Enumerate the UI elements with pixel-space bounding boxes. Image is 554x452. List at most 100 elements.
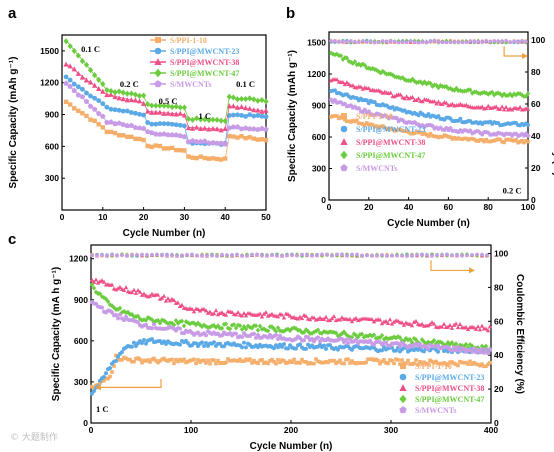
data-point: [102, 374, 106, 379]
data-point: [424, 361, 428, 366]
data-point: [416, 96, 421, 101]
data-point: [222, 361, 226, 366]
data-point: [67, 63, 73, 69]
data-point: [460, 137, 465, 142]
data-point: [362, 62, 367, 68]
data-point: [416, 362, 420, 367]
data-point: [343, 331, 349, 337]
data-point: [215, 312, 221, 317]
efficiency-point: [405, 253, 409, 258]
efficiency-point: [160, 253, 164, 257]
data-point: [324, 359, 328, 364]
data-point: [189, 116, 196, 124]
efficiency-point: [465, 253, 469, 258]
data-point: [393, 335, 399, 341]
data-point: [331, 329, 337, 335]
efficiency-point: [332, 39, 337, 43]
data-point: [396, 127, 401, 132]
y-tick-label: 1200: [69, 254, 88, 264]
data-point: [411, 335, 417, 341]
data-point: [360, 361, 364, 365]
legend-label: S/PPI-1-10: [356, 112, 393, 121]
efficiency-point: [348, 38, 353, 43]
data-point: [196, 358, 200, 362]
y2-tick-label: 80: [531, 67, 541, 77]
panel-b-label: b: [286, 5, 295, 22]
data-point: [120, 350, 124, 355]
data-point: [414, 97, 419, 102]
data-point: [475, 324, 481, 329]
legend-label: S/PPI@MWCNT-38: [356, 138, 425, 147]
data-point: [67, 43, 73, 50]
data-point: [446, 134, 451, 139]
rate-label: 0.2 C: [503, 186, 522, 196]
efficiency-point: [415, 252, 419, 257]
data-point: [477, 327, 483, 332]
x-tick-label: 400: [484, 425, 498, 435]
data-point: [457, 348, 463, 353]
data-point: [375, 335, 381, 341]
legend-marker: [154, 47, 162, 55]
efficiency-point: [340, 252, 344, 257]
efficiency-arrow: [503, 46, 525, 57]
data-point: [109, 282, 115, 287]
data-point: [353, 315, 359, 321]
y-tick-label: 900: [45, 110, 59, 120]
data-point: [165, 102, 171, 109]
data-point: [263, 310, 269, 315]
efficiency-point: [475, 252, 479, 257]
data-point: [416, 130, 421, 135]
y-tick-label: 0: [83, 418, 88, 428]
data-point: [320, 360, 324, 365]
data-point: [476, 362, 480, 367]
data-point: [432, 361, 436, 365]
data-point: [298, 361, 302, 365]
data-point: [452, 361, 456, 366]
data-point: [211, 311, 217, 316]
data-point: [453, 341, 459, 347]
data-point: [444, 134, 449, 138]
data-point: [412, 131, 417, 136]
efficiency-point: [115, 253, 119, 258]
data-point: [432, 134, 437, 139]
data-point: [451, 322, 457, 327]
data-point: [354, 85, 360, 90]
data-point: [386, 127, 391, 131]
data-point: [420, 132, 425, 136]
data-point: [241, 311, 247, 316]
data-point: [247, 95, 253, 102]
data-point: [280, 358, 284, 362]
data-point: [449, 348, 455, 353]
series-line: [65, 101, 267, 160]
legend-marker: [155, 37, 161, 43]
data-point: [250, 361, 254, 365]
data-point: [239, 326, 245, 332]
data-point: [132, 124, 139, 130]
data-point: [323, 314, 329, 319]
legend-marker: [400, 363, 406, 369]
data-point: [294, 361, 298, 365]
data-point: [88, 93, 93, 99]
data-point: [478, 363, 482, 368]
efficiency-point: [430, 253, 434, 258]
data-point: [221, 321, 227, 327]
data-point: [289, 326, 295, 332]
data-point: [484, 137, 489, 142]
data-point: [263, 327, 269, 333]
data-point: [200, 358, 204, 363]
series-line: [65, 40, 267, 122]
efficiency-point: [472, 39, 477, 44]
data-point: [288, 359, 292, 363]
data-point: [160, 357, 164, 362]
legend-marker: [154, 80, 162, 88]
data-point: [157, 143, 163, 149]
data-point: [349, 318, 355, 324]
data-point: [499, 93, 505, 99]
data-point: [262, 361, 266, 366]
data-point: [140, 341, 144, 346]
data-point: [442, 361, 446, 365]
data-point: [461, 344, 467, 350]
data-point: [335, 333, 341, 339]
data-point: [473, 326, 479, 331]
data-point: [90, 384, 94, 389]
